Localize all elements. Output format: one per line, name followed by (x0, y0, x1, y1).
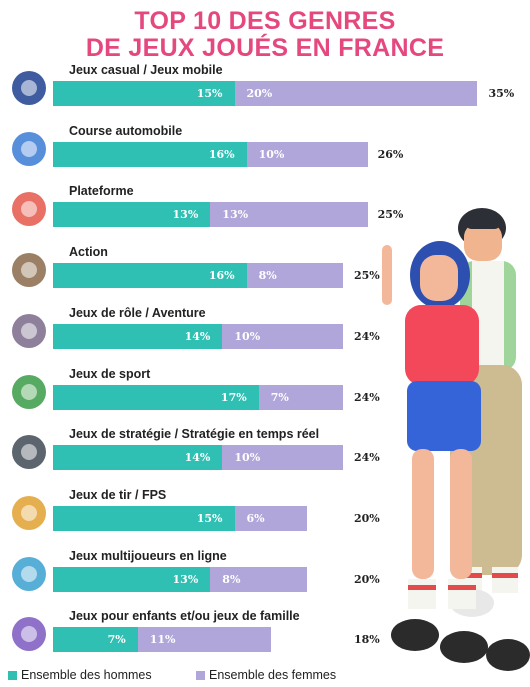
total-label: 24% (354, 330, 380, 343)
value-label-men: 15% (196, 512, 223, 525)
bar-women: 8% (210, 567, 308, 592)
bar-women: 20% (234, 81, 477, 106)
legend-men-label: Ensemble des hommes (21, 668, 152, 682)
bowling-icon (8, 613, 50, 655)
value-label-men: 14% (184, 451, 211, 464)
bar-women: 7% (258, 385, 344, 410)
chart-title-line2: DE JEUX JOUÉS EN FRANCE (85, 34, 445, 62)
total-label: 25% (377, 208, 404, 221)
value-label-men: 7% (107, 633, 126, 646)
category-label: Jeux de stratégie / Stratégie en temps r… (69, 427, 320, 441)
category-label: Jeux multijoueurs en ligne (69, 549, 227, 563)
crosshair-icon (8, 492, 50, 534)
smartphone-icon (8, 67, 50, 109)
treasure-chest-icon (8, 310, 50, 352)
value-label-men: 16% (208, 269, 235, 282)
total-label: 20% (354, 512, 380, 525)
bar-women: 10% (246, 142, 368, 167)
bar-women: 10% (222, 445, 344, 470)
bar-women: 8% (246, 263, 344, 288)
gamepad-globe-icon (8, 553, 50, 595)
value-label-men: 13% (172, 573, 199, 586)
legend-men: Ensemble des hommes (8, 668, 152, 682)
legend-women-label: Ensemble des femmes (209, 668, 337, 682)
value-label-women: 13% (222, 208, 249, 221)
category-label: Jeux pour enfants et/ou jeux de famille (69, 609, 300, 623)
legend-women: Ensemble des femmes (196, 668, 336, 682)
total-label: 26% (377, 148, 404, 161)
bar-men: 13% (53, 567, 211, 592)
value-label-men: 13% (172, 208, 199, 221)
category-label: Jeux de rôle / Aventure (69, 306, 206, 320)
chart-title: TOP 10 DES GENRES DE JEUX JOUÉS EN FRANC… (0, 8, 530, 62)
bar-men: 16% (53, 263, 247, 288)
total-label: 24% (354, 391, 380, 404)
category-label: Action (69, 245, 108, 259)
two-people-illustration (382, 208, 530, 671)
bar-men: 13% (53, 202, 211, 227)
category-label: Jeux casual / Jeux mobile (69, 63, 223, 77)
value-label-women: 6% (246, 512, 265, 525)
category-label: Plateforme (69, 184, 134, 198)
value-label-men: 15% (196, 87, 223, 100)
bar-men: 14% (53, 324, 223, 349)
value-label-women: 7% (270, 391, 289, 404)
total-label: 20% (354, 573, 380, 586)
bar-women: 10% (222, 324, 344, 349)
sword-shield-icon (8, 249, 50, 291)
total-label: 25% (354, 269, 380, 282)
chart-title-line1: TOP 10 DES GENRES (134, 7, 396, 35)
bar-men: 7% (53, 627, 138, 652)
category-label: Jeux de sport (69, 367, 151, 381)
value-label-women: 20% (246, 87, 273, 100)
legend-women-swatch (196, 671, 205, 680)
value-label-women: 10% (258, 148, 285, 161)
value-label-women: 10% (234, 330, 261, 343)
flag-icon (8, 188, 50, 230)
value-label-men: 17% (220, 391, 247, 404)
soccer-ball-icon (8, 371, 50, 413)
value-label-women: 8% (222, 573, 241, 586)
bar-men: 16% (53, 142, 247, 167)
total-label: 24% (354, 451, 380, 464)
bar-women: 6% (234, 506, 308, 531)
value-label-women: 11% (149, 633, 176, 646)
value-label-men: 14% (184, 330, 211, 343)
value-label-women: 10% (234, 451, 261, 464)
bar-men: 15% (53, 81, 235, 106)
bar-men: 17% (53, 385, 259, 410)
total-label: 18% (354, 633, 380, 646)
value-label-men: 16% (208, 148, 235, 161)
category-label: Course automobile (69, 124, 183, 138)
legend-men-swatch (8, 671, 17, 680)
bar-men: 15% (53, 506, 235, 531)
bar-women: 13% (210, 202, 368, 227)
bar-men: 14% (53, 445, 223, 470)
steering-wheel-icon (8, 128, 50, 170)
bar-women: 11% (137, 627, 271, 652)
category-label: Jeux de tir / FPS (69, 488, 167, 502)
value-label-women: 8% (258, 269, 277, 282)
total-label: 35% (488, 87, 515, 100)
chess-pieces-icon (8, 431, 50, 473)
